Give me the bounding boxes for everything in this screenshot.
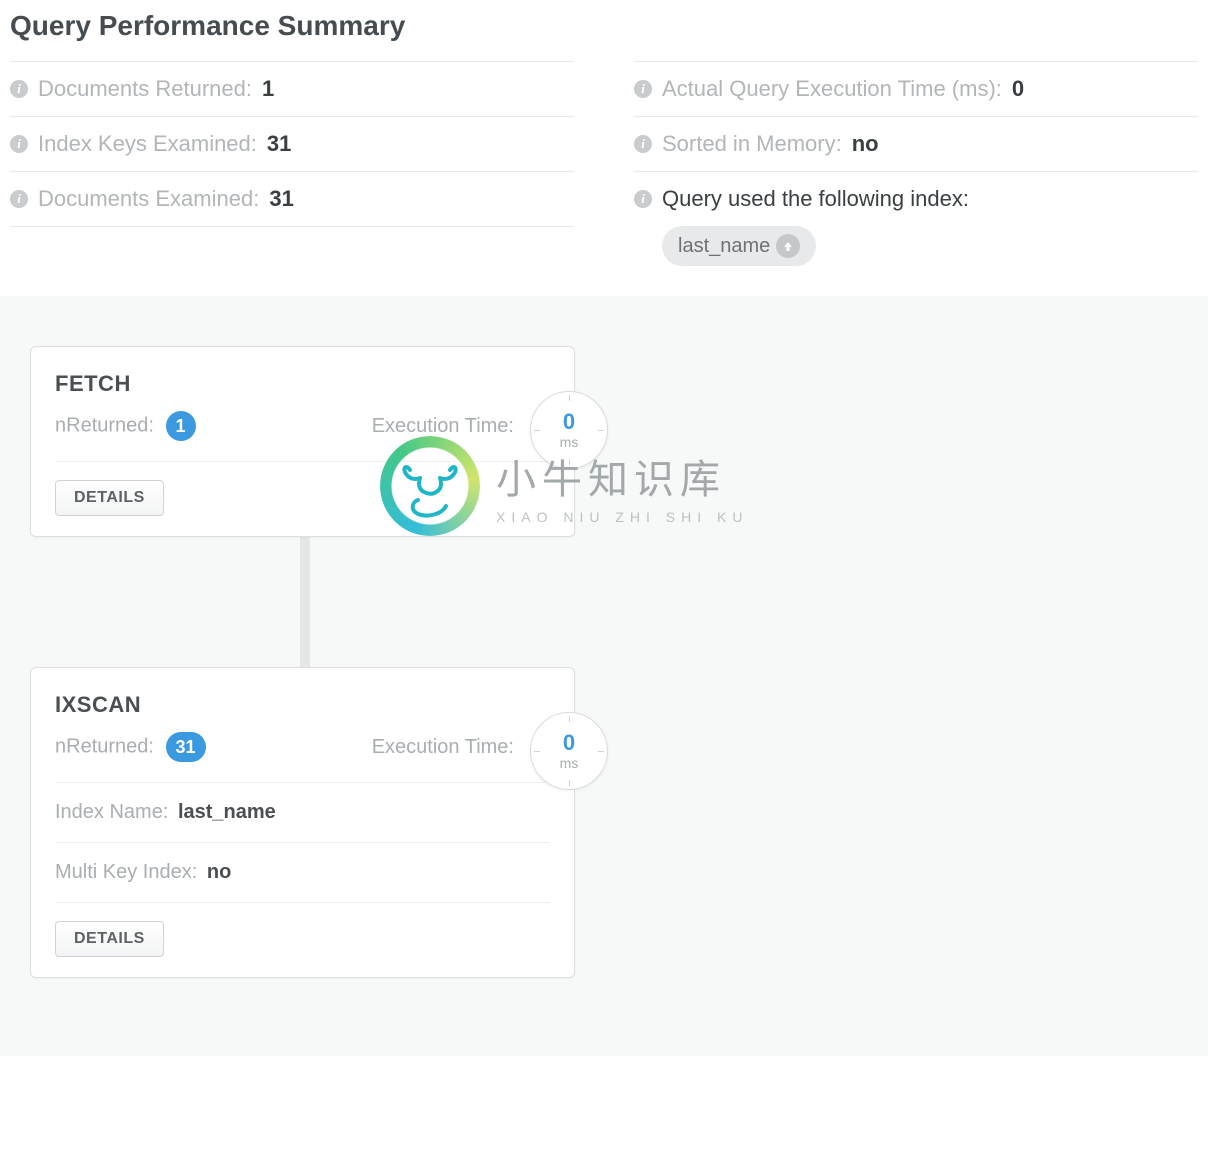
- summary-value: no: [852, 131, 879, 157]
- nreturned-label: nReturned:: [55, 736, 154, 758]
- kv-label: Multi Key Index:: [55, 861, 197, 883]
- summary-section: Query Performance Summary i Documents Re…: [0, 0, 1208, 296]
- nreturned-badge: 1: [166, 411, 196, 441]
- stage-title: IXSCAN: [55, 692, 550, 718]
- details-button[interactable]: DETAILS: [55, 480, 164, 516]
- index-name-row: Index Name: last_name: [55, 783, 550, 842]
- nreturned-badge: 31: [166, 732, 206, 762]
- summary-value: 0: [1012, 76, 1024, 102]
- summary-row: i Index Keys Examined: 31: [10, 116, 574, 172]
- stage-stats: nReturned: 1 Execution Time:: [55, 411, 550, 461]
- index-pill-row: last_name: [634, 226, 1198, 266]
- summary-row: i Actual Query Execution Time (ms): 0: [634, 61, 1198, 117]
- exec-time-clock: 0 ms: [530, 391, 608, 469]
- summary-value: 1: [262, 76, 274, 102]
- info-icon[interactable]: i: [10, 135, 28, 153]
- kv-label: Index Name:: [55, 801, 168, 823]
- arrow-up-icon: [776, 234, 800, 258]
- summary-col-left: i Documents Returned: 1 i Index Keys Exa…: [10, 62, 574, 266]
- divider: [55, 461, 550, 462]
- clock-unit: ms: [560, 756, 579, 770]
- stage-connector: [300, 537, 310, 667]
- exec-time-label: Execution Time:: [372, 736, 514, 759]
- nreturned-label: nReturned:: [55, 415, 154, 437]
- summary-col-right: i Actual Query Execution Time (ms): 0 i …: [634, 62, 1198, 266]
- summary-row-index: i Query used the following index:: [634, 172, 1198, 220]
- summary-label: Documents Returned:: [38, 76, 252, 102]
- summary-label: Actual Query Execution Time (ms):: [662, 76, 1002, 102]
- divider: [55, 902, 550, 903]
- summary-label: Sorted in Memory:: [662, 131, 842, 157]
- summary-label: Index Keys Examined:: [38, 131, 257, 157]
- details-button[interactable]: DETAILS: [55, 921, 164, 957]
- summary-row: i Documents Returned: 1: [10, 61, 574, 117]
- page-title: Query Performance Summary: [10, 10, 1198, 42]
- stage-stats: nReturned: 31 Execution Time:: [55, 732, 550, 782]
- clock-unit: ms: [560, 435, 579, 449]
- summary-value: 31: [269, 186, 293, 212]
- clock-value: 0: [563, 411, 575, 433]
- summary-row: i Documents Examined: 31: [10, 171, 574, 227]
- info-icon[interactable]: i: [634, 135, 652, 153]
- exec-time-label: Execution Time:: [372, 415, 514, 438]
- stage-title: FETCH: [55, 371, 550, 397]
- stage-ixscan: IXSCAN nReturned: 31 Execution Time: 0 m…: [30, 667, 575, 978]
- info-icon[interactable]: i: [634, 80, 652, 98]
- info-icon[interactable]: i: [634, 190, 652, 208]
- summary-grid: i Documents Returned: 1 i Index Keys Exa…: [10, 62, 1198, 266]
- stage-fetch: FETCH nReturned: 1 Execution Time: 0 ms …: [30, 346, 575, 537]
- index-pill: last_name: [662, 226, 816, 266]
- info-icon[interactable]: i: [10, 80, 28, 98]
- index-used-label: Query used the following index:: [662, 186, 969, 212]
- plan-section: FETCH nReturned: 1 Execution Time: 0 ms …: [0, 296, 1208, 1056]
- exec-time-clock: 0 ms: [530, 712, 608, 790]
- kv-value: last_name: [178, 801, 276, 823]
- info-icon[interactable]: i: [10, 190, 28, 208]
- summary-value: 31: [267, 131, 291, 157]
- multikey-row: Multi Key Index: no: [55, 843, 550, 902]
- index-pill-text: last_name: [678, 235, 770, 258]
- summary-row: i Sorted in Memory: no: [634, 116, 1198, 172]
- kv-value: no: [207, 861, 231, 883]
- summary-label: Documents Examined:: [38, 186, 259, 212]
- clock-value: 0: [563, 732, 575, 754]
